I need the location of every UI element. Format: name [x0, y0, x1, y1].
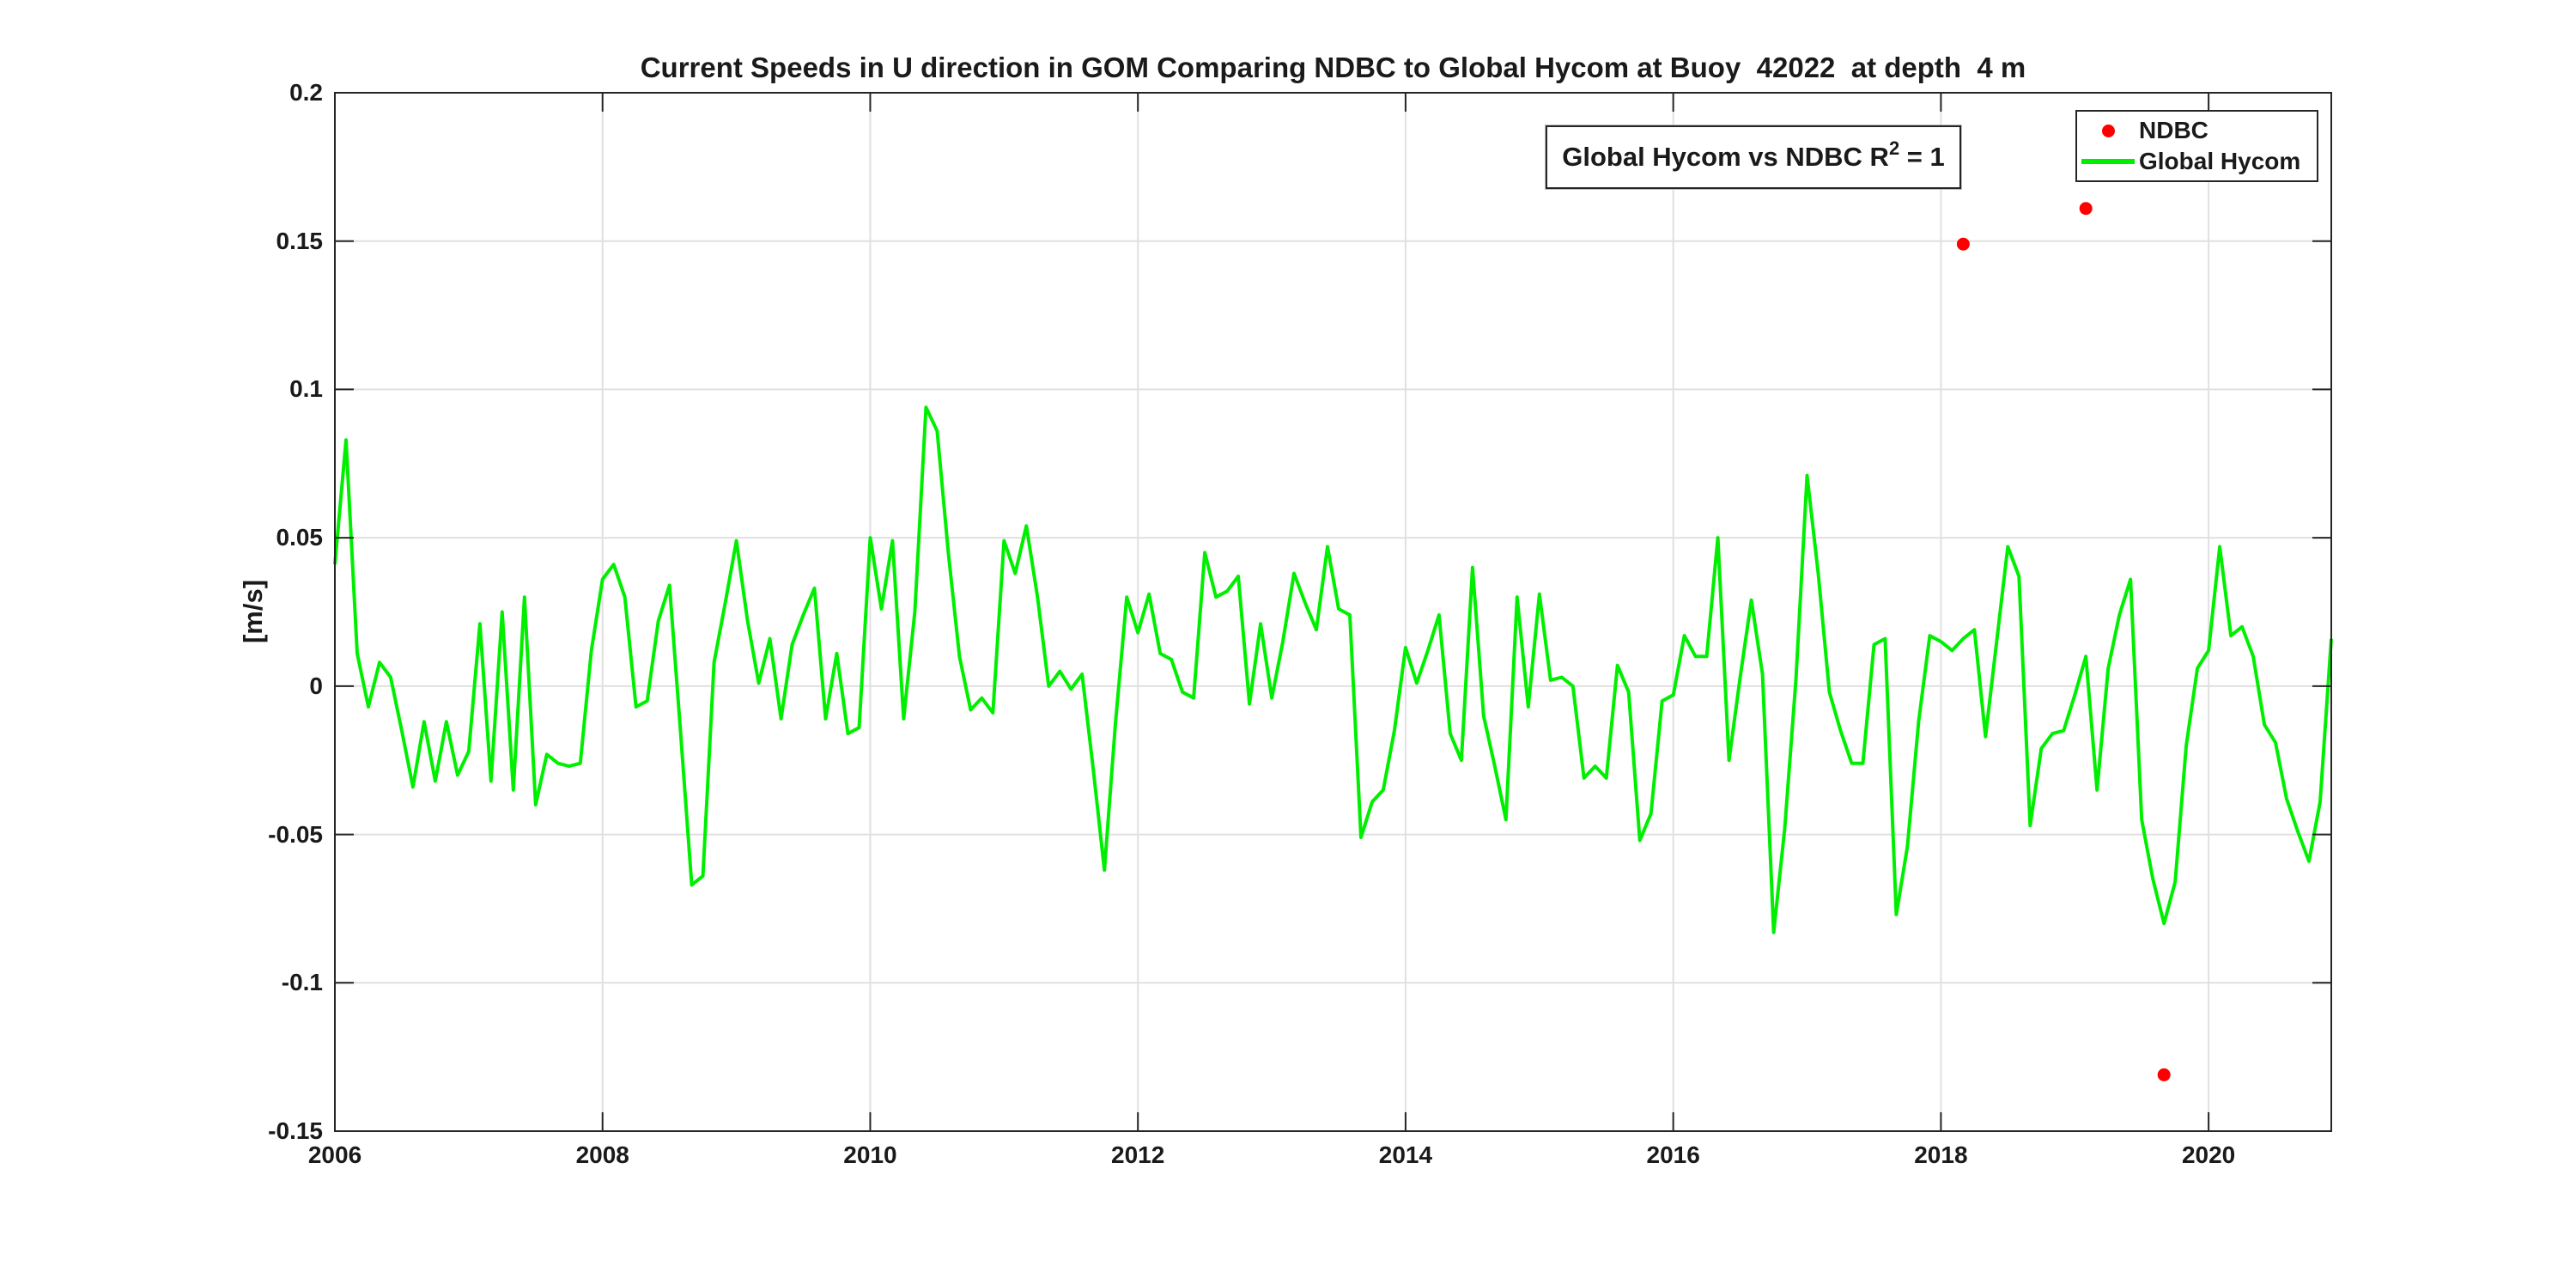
ndbc-point: [1956, 237, 1970, 251]
chart-title: Current Speeds in U direction in GOM Com…: [640, 52, 2026, 83]
axis-box: [334, 92, 2332, 1132]
ndbc-marker-icon: [2101, 124, 2115, 137]
y-tick-label: 0: [309, 672, 323, 699]
legend: NDBC Global Hycom: [2075, 110, 2318, 182]
y-tick-label: 0.2: [289, 79, 323, 106]
y-tick-label: 0.05: [276, 524, 324, 551]
legend-label-ndbc: NDBC: [2139, 117, 2208, 143]
x-tick-label: 2010: [843, 1141, 897, 1168]
y-tick-label: -0.15: [268, 1117, 323, 1144]
x-tick-label: 2018: [1914, 1141, 1968, 1168]
legend-item-ndbc: NDBC: [2077, 115, 2317, 146]
x-tick-label: 2006: [307, 1141, 362, 1168]
legend-label-global-hycom: Global Hycom: [2139, 148, 2301, 174]
ndbc-point: [2157, 1068, 2171, 1081]
x-tick-label: 2016: [1646, 1141, 1700, 1168]
y-tick-label: 0.1: [289, 375, 323, 403]
annotation-suffix: = 1: [1899, 142, 1945, 172]
y-tick-label: 0.15: [276, 227, 324, 254]
x-tick-label: 2012: [1111, 1141, 1165, 1168]
y-tick-label: -0.05: [268, 820, 323, 848]
global-hycom-line: [333, 405, 2333, 934]
x-tick-label: 2020: [2181, 1141, 2236, 1168]
global-hycom-line-icon: [2081, 159, 2135, 164]
y-axis-label: [m/s]: [238, 579, 268, 644]
x-tick-label: 2008: [575, 1141, 629, 1168]
annotation-text: Global Hycom vs NDBC R: [1562, 142, 1889, 172]
x-tick-label: 2014: [1378, 1141, 1433, 1168]
ndbc-point: [2079, 202, 2093, 216]
legend-item-global-hycom: Global Hycom: [2077, 146, 2317, 177]
y-tick-label: -0.1: [281, 969, 323, 996]
